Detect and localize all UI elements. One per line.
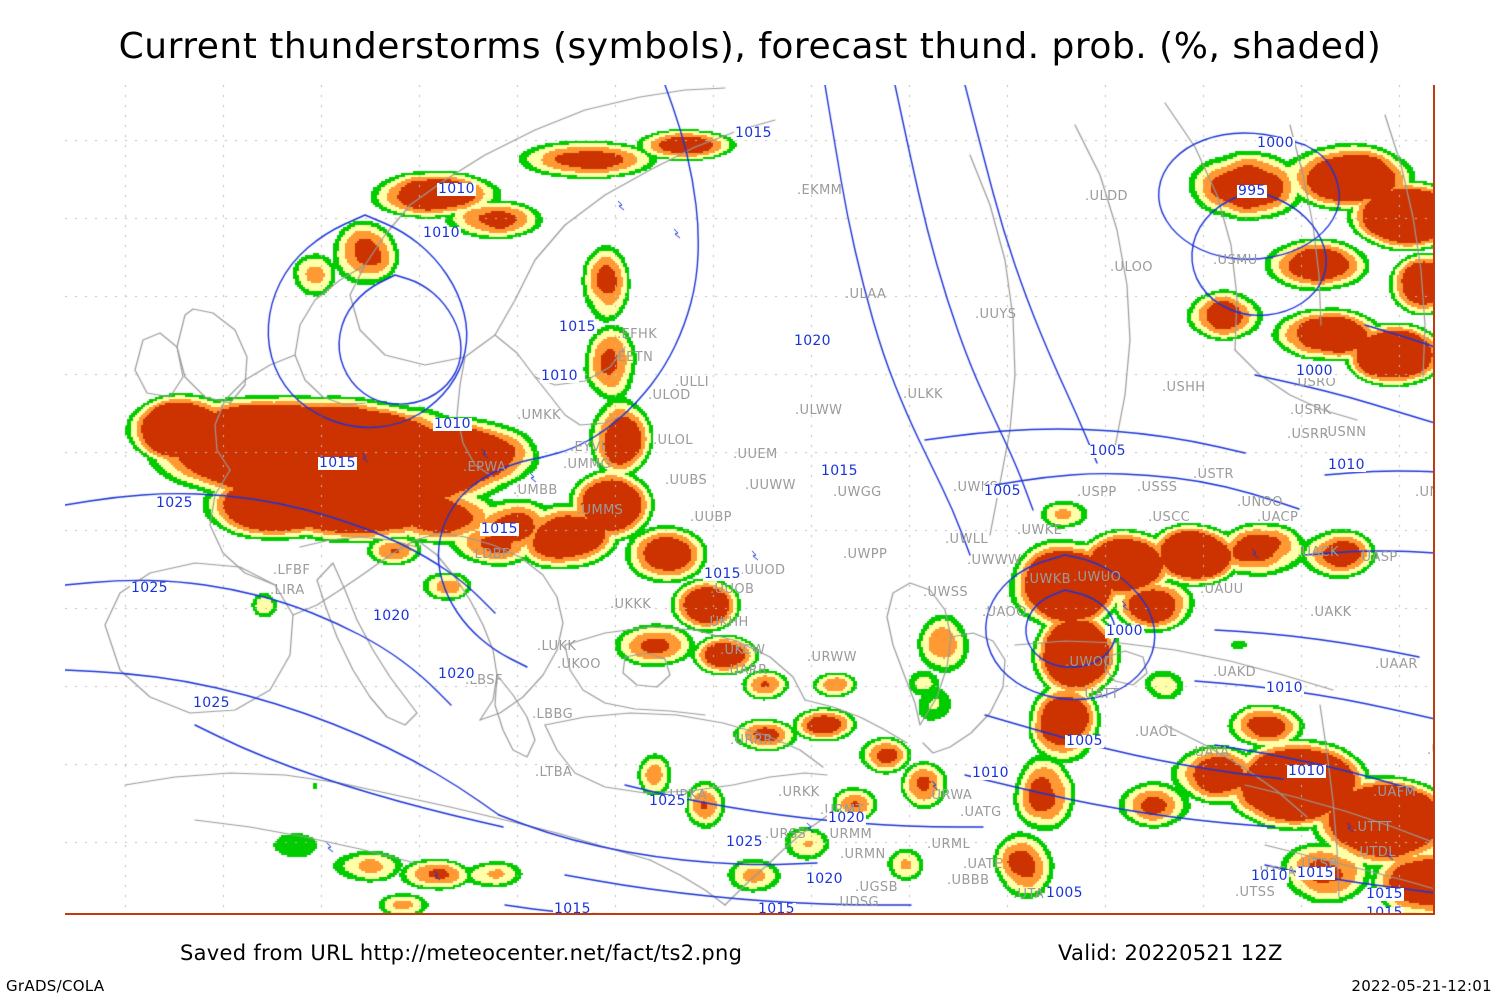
timestamp-text: 2022-05-21-12:01 xyxy=(1351,977,1492,995)
thunderstorm-probability-canvas[interactable] xyxy=(65,85,1433,913)
page-title: Current thunderstorms (symbols), forecas… xyxy=(118,26,1382,67)
valid-time-text: Valid: 20220521 12Z xyxy=(1058,941,1283,965)
weather-map[interactable]: .EKMM .ULDD .EFHK .EETN .ULAA .UUYS .ULOO .USMU… xyxy=(65,85,1435,915)
station-label: .LTAA xyxy=(865,913,902,915)
credit-text: GrADS/COLA xyxy=(6,977,105,995)
source-url-text: Saved from URL http://meteocenter.net/fa… xyxy=(180,941,743,965)
